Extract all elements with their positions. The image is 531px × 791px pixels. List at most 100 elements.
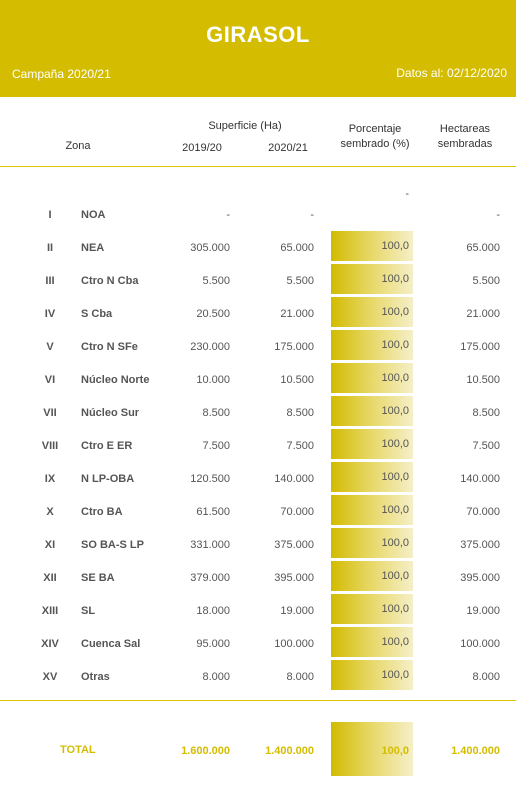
superficie-2020-21: 175.000 — [274, 341, 314, 353]
table-row: IV S Cba 20.500 21.000 100,0 21.000 — [0, 297, 516, 330]
zone-name: SO BA-S LP — [81, 539, 144, 551]
superficie-2019-20: 20.500 — [196, 308, 230, 320]
table-row: II NEA 305.000 65.000 100,0 65.000 — [0, 231, 516, 264]
superficie-2020-21: 10.500 — [280, 374, 314, 386]
percentage-bar — [331, 627, 413, 657]
percentage-sembrado: 100,0 — [381, 273, 409, 285]
superficie-2020-21: 100.000 — [274, 638, 314, 650]
table-row: X Ctro BA 61.500 70.000 100,0 70.000 — [0, 495, 516, 528]
percentage-sembrado: 100,0 — [381, 537, 409, 549]
percentage-sembrado: 100,0 — [381, 504, 409, 516]
zone-number: XIII — [41, 605, 59, 617]
percentage-bar — [331, 264, 413, 294]
zone-name: Núcleo Norte — [81, 374, 150, 386]
zone-name: NOA — [81, 209, 106, 221]
percentage-bar — [331, 396, 413, 426]
superficie-2019-20: 120.500 — [190, 473, 230, 485]
superficie-2019-20: 379.000 — [190, 572, 230, 584]
superficie-2020-21: 8.500 — [286, 407, 314, 419]
superficie-2020-21: 7.500 — [286, 440, 314, 452]
percentage-sembrado: - — [405, 188, 409, 200]
hectareas-sembradas: 10.500 — [466, 374, 500, 386]
percentage-bar — [331, 363, 413, 393]
zone-number: XV — [42, 671, 58, 683]
table-row: VI Núcleo Norte 10.000 10.500 100,0 10.500 — [0, 363, 516, 396]
zone-number: VIII — [41, 440, 59, 452]
zone-name: N LP-OBA — [81, 473, 135, 485]
hectareas-sembradas: 7.500 — [472, 440, 500, 452]
data-date-label: Datos al: 02/12/2020 — [396, 66, 507, 80]
hectareas-sembradas: 19.000 — [466, 605, 500, 617]
superficie-2019-20: 61.500 — [196, 506, 230, 518]
superficie-2019-20: 95.000 — [196, 638, 230, 650]
superficie-2019-20: 8.000 — [202, 671, 230, 683]
header-banner: GIRASOL Campaña 2020/21 Datos al: 02/12/… — [0, 0, 516, 97]
column-header-porcentaje: Porcentaje sembrado (%) — [330, 122, 420, 152]
superficie-2019-20: 305.000 — [190, 242, 230, 254]
zone-number: VI — [44, 374, 56, 386]
zone-name: S Cba — [81, 308, 113, 320]
percentage-sembrado: 100,0 — [381, 636, 409, 648]
percentage-sembrado: 100,0 — [381, 405, 409, 417]
zone-name: NEA — [81, 242, 105, 254]
percentage-bar — [331, 528, 413, 558]
hectareas-sembradas: - — [496, 209, 500, 221]
percentage-bar — [331, 660, 413, 690]
zone-number: XIV — [41, 638, 59, 650]
superficie-2020-21: 395.000 — [274, 572, 314, 584]
table-row: I NOA - - - - — [0, 188, 516, 231]
superficie-2020-21: - — [310, 209, 314, 221]
percentage-sembrado: 100,0 — [381, 240, 409, 252]
percentage-bar — [331, 297, 413, 327]
percentage-sembrado: 100,0 — [381, 570, 409, 582]
total-superficie-2020-21: 1.400.000 — [265, 745, 314, 757]
zone-number: II — [46, 242, 54, 254]
zone-name: Ctro BA — [81, 506, 123, 518]
zone-number: VII — [43, 407, 57, 419]
table-row: IX N LP-OBA 120.500 140.000 100,0 140.000 — [0, 462, 516, 495]
hectareas-sembradas: 65.000 — [466, 242, 500, 254]
column-header-zona: Zona — [65, 140, 91, 152]
percentage-bar — [331, 594, 413, 624]
superficie-2019-20: 331.000 — [190, 539, 230, 551]
percentage-bar — [331, 561, 413, 591]
column-header-superficie: Superficie (Ha) — [208, 120, 282, 132]
zone-name: SL — [81, 605, 96, 617]
hectareas-sembradas: 70.000 — [466, 506, 500, 518]
superficie-2019-20: 8.500 — [202, 407, 230, 419]
percentage-sembrado: 100,0 — [381, 372, 409, 384]
percentage-sembrado: 100,0 — [381, 669, 409, 681]
zone-name: Ctro N Cba — [81, 275, 139, 287]
column-header-2020-21: 2020/21 — [268, 142, 308, 154]
zone-number: X — [46, 506, 54, 518]
total-percentage-bar — [331, 722, 413, 776]
zone-number: V — [46, 341, 54, 353]
column-header-hectareas-line2: sembradas — [437, 138, 493, 150]
percentage-bar — [331, 495, 413, 525]
percentage-bar — [331, 462, 413, 492]
column-header-2019-20: 2019/20 — [182, 142, 222, 154]
superficie-2020-21: 8.000 — [286, 671, 314, 683]
table-row: VIII Ctro E ER 7.500 7.500 100,0 7.500 — [0, 429, 516, 462]
zone-name: Ctro E ER — [81, 440, 133, 452]
percentage-sembrado: 100,0 — [381, 339, 409, 351]
table-row: XV Otras 8.000 8.000 100,0 8.000 — [0, 660, 516, 693]
zone-number: I — [48, 209, 52, 221]
hectareas-sembradas: 8.500 — [472, 407, 500, 419]
superficie-2019-20: 18.000 — [196, 605, 230, 617]
superficie-2019-20: 230.000 — [190, 341, 230, 353]
superficie-2020-21: 5.500 — [286, 275, 314, 287]
hectareas-sembradas: 8.000 — [472, 671, 500, 683]
table-row: XIV Cuenca Sal 95.000 100.000 100,0 100.000 — [0, 627, 516, 660]
table-row: V Ctro N SFe 230.000 175.000 100,0 175.000 — [0, 330, 516, 363]
percentage-bar — [331, 330, 413, 360]
zone-number: III — [45, 275, 55, 287]
table-row: VII Núcleo Sur 8.500 8.500 100,0 8.500 — [0, 396, 516, 429]
superficie-2020-21: 70.000 — [280, 506, 314, 518]
superficie-2020-21: 21.000 — [280, 308, 314, 320]
table-row: XIII SL 18.000 19.000 100,0 19.000 — [0, 594, 516, 627]
superficie-2019-20: 10.000 — [196, 374, 230, 386]
hectareas-sembradas: 375.000 — [460, 539, 500, 551]
total-percentage: 100,0 — [381, 745, 409, 757]
hectareas-sembradas: 175.000 — [460, 341, 500, 353]
